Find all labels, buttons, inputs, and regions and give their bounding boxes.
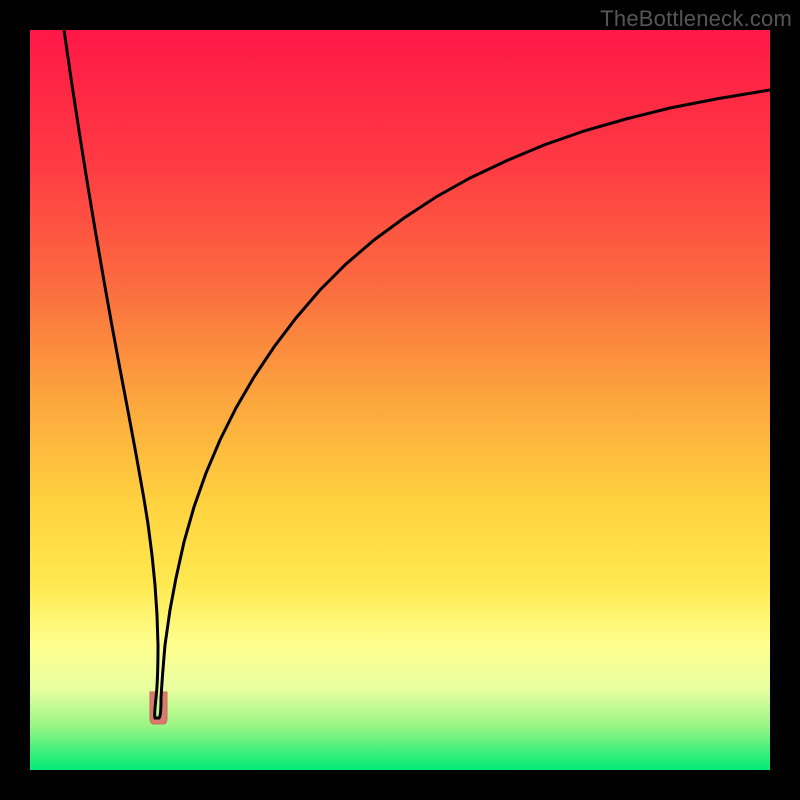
plot-svg [30,30,770,770]
watermark-text: TheBottleneck.com [600,6,792,32]
plot-background [30,30,770,770]
chart-frame: TheBottleneck.com [0,0,800,800]
